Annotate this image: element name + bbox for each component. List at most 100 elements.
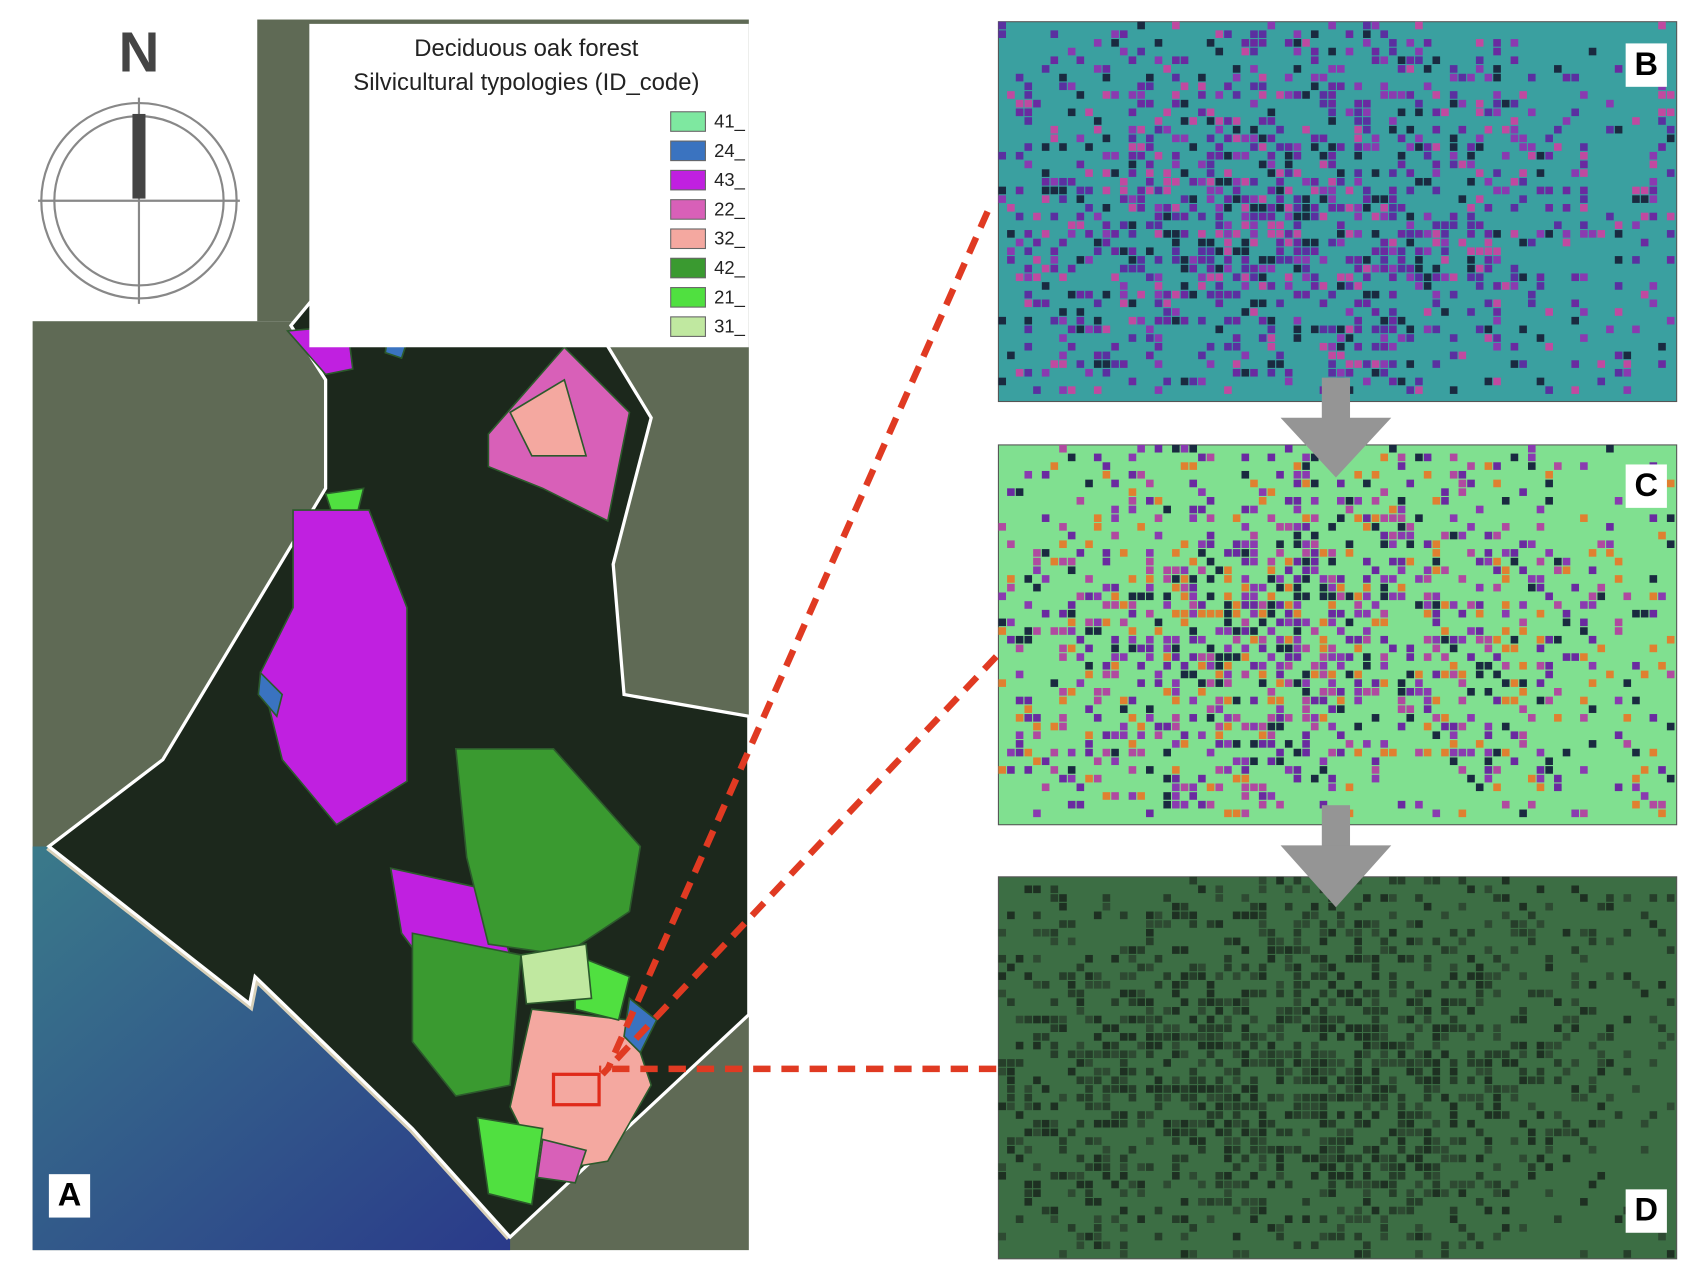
raster-cell [1119, 290, 1128, 299]
raster-cell [1319, 1015, 1328, 1024]
raster-cell [1415, 1163, 1423, 1171]
raster-cell [1007, 540, 1015, 549]
raster-cell [1024, 635, 1033, 644]
raster-cell [1484, 325, 1493, 334]
raster-cell [1206, 679, 1215, 687]
raster-cell [1310, 238, 1319, 247]
raster-cell [1415, 47, 1423, 56]
raster-cell [1389, 186, 1397, 195]
raster-cell [1536, 583, 1545, 592]
raster-cell [1371, 1111, 1380, 1119]
raster-cell [1328, 1093, 1336, 1102]
raster-cell [1441, 566, 1449, 575]
raster-cell [1337, 1033, 1345, 1041]
raster-cell [1284, 601, 1293, 609]
raster-cell [1423, 722, 1432, 731]
raster-cell [1206, 1085, 1215, 1093]
raster-cell [1224, 230, 1232, 238]
raster-cell [1276, 238, 1284, 247]
raster-cell [1614, 557, 1623, 566]
raster-cell [1310, 714, 1319, 722]
raster-cell [1206, 644, 1215, 653]
raster-cell [1258, 800, 1267, 809]
raster-cell [1232, 1180, 1241, 1189]
raster-cell [1319, 91, 1328, 99]
raster-cell [1354, 644, 1362, 653]
raster-cell [1137, 256, 1145, 264]
raster-cell [1258, 1033, 1267, 1041]
raster-cell [1449, 351, 1458, 360]
raster-cell [1337, 238, 1345, 247]
raster-cell [1154, 1085, 1163, 1093]
raster-cell [1580, 221, 1588, 229]
raster-cell [1276, 1067, 1284, 1076]
raster-cell [1215, 151, 1224, 160]
raster-cell [1580, 230, 1588, 238]
raster-cell [998, 1232, 1007, 1241]
raster-cell [1501, 800, 1510, 809]
raster-cell [1033, 386, 1041, 394]
raster-cell [1475, 981, 1484, 989]
raster-cell [1380, 30, 1389, 38]
raster-cell [1432, 160, 1441, 169]
raster-cell [1050, 212, 1059, 221]
raster-cell [1467, 1033, 1475, 1041]
raster-cell [1319, 134, 1328, 143]
raster-cell [1076, 134, 1085, 143]
raster-cell [1146, 325, 1154, 334]
raster-cell [1241, 722, 1250, 731]
raster-cell [1545, 757, 1553, 766]
raster-cell [1406, 705, 1415, 713]
raster-cell [1128, 299, 1137, 308]
raster-cell [1119, 1206, 1128, 1215]
raster-cell [1389, 894, 1397, 902]
raster-cell [1493, 531, 1501, 540]
raster-cell [1371, 1059, 1380, 1067]
raster-cell [1258, 299, 1267, 308]
raster-cell [1606, 894, 1614, 902]
raster-cell [1180, 540, 1189, 549]
raster-cell [1198, 1007, 1206, 1015]
raster-cell [1102, 981, 1111, 989]
raster-cell [1406, 653, 1415, 661]
raster-cell [1475, 1067, 1484, 1076]
raster-cell [1501, 566, 1510, 575]
raster-cell [1050, 679, 1059, 687]
raster-cell [1189, 117, 1198, 125]
raster-cell [1119, 177, 1128, 186]
raster-cell [1354, 592, 1362, 601]
raster-cell [1493, 1093, 1501, 1102]
raster-cell [1024, 230, 1033, 238]
raster-cell [1276, 705, 1284, 713]
raster-cell [1493, 954, 1501, 963]
raster-cell [1206, 151, 1215, 160]
raster-cell [1085, 774, 1093, 783]
raster-cell [1250, 531, 1258, 540]
raster-cell [1354, 1093, 1362, 1102]
raster-cell [1519, 972, 1527, 980]
typology-polygon [411, 932, 522, 1097]
raster-cell [1441, 714, 1449, 722]
raster-cell [1059, 1024, 1067, 1033]
raster-cell [1232, 1145, 1241, 1154]
panel-c [997, 444, 1678, 826]
raster-cell [1007, 766, 1015, 774]
raster-cell [1363, 557, 1371, 566]
raster-cell [1076, 1093, 1085, 1102]
raster-cell [1128, 221, 1137, 229]
raster-cell [1554, 1059, 1562, 1067]
raster-cell [1345, 989, 1354, 998]
raster-cell [1554, 1041, 1562, 1050]
raster-cell [1415, 1007, 1423, 1015]
raster-cell [1328, 998, 1336, 1006]
raster-cell [1093, 1033, 1102, 1041]
raster-cell [1380, 635, 1389, 644]
raster-cell [1475, 325, 1484, 334]
raster-cell [1493, 1180, 1501, 1189]
raster-cell [1397, 583, 1406, 592]
raster-cell [1180, 902, 1189, 911]
raster-cell [1267, 1093, 1276, 1102]
raster-cell [1128, 635, 1137, 644]
raster-cell [1571, 981, 1579, 989]
raster-cell [1441, 497, 1449, 505]
